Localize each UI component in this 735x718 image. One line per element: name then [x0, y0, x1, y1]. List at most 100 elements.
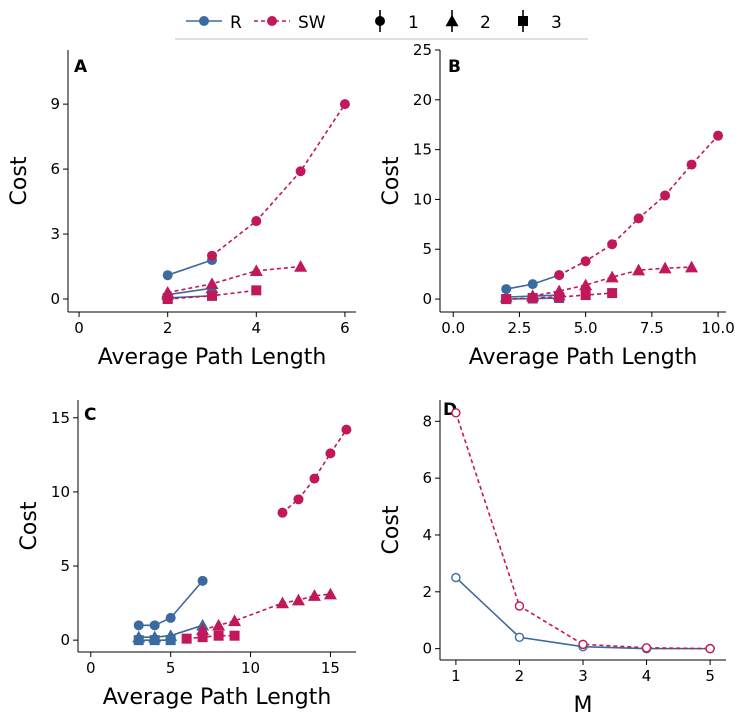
series-line [506, 292, 613, 300]
data-point [162, 270, 173, 281]
panel-label: C [84, 405, 96, 425]
data-point [685, 260, 699, 273]
y-axis-title: Cost [379, 156, 404, 205]
y-tick-label: 0 [422, 640, 432, 658]
series-r-square [133, 635, 176, 646]
y-axis-title: Cost [379, 505, 404, 554]
data-point [307, 589, 321, 601]
data-point [660, 190, 671, 201]
legend-marker [199, 16, 209, 26]
y-tick-label: 3 [50, 225, 60, 243]
data-point [295, 166, 306, 177]
x-tick-label: 5 [166, 659, 176, 677]
data-point [249, 264, 263, 277]
data-point [277, 507, 288, 518]
data-point [607, 288, 618, 299]
series-line [167, 259, 213, 276]
y-tick-label: 6 [422, 469, 432, 487]
panel-label: B [448, 57, 461, 77]
legend: R SW 1 2 3 [175, 10, 588, 40]
series-line [211, 103, 346, 257]
data-point [527, 293, 538, 304]
legend-item-3: 3 [518, 10, 562, 33]
data-point [205, 277, 219, 290]
series-line [281, 429, 348, 514]
data-point [554, 270, 565, 281]
legend-item-r: R [186, 13, 242, 33]
x-tick-label: 5 [705, 667, 715, 685]
legend-label: SW [298, 13, 326, 33]
data-point [632, 263, 646, 276]
series-sw-triangle [196, 587, 337, 635]
series-sw-circle [207, 99, 350, 261]
series-line [138, 580, 204, 627]
panel-a: 0 2 4 6 0 3 6 9 Average Path Length Cost A [7, 50, 356, 370]
data-point [580, 256, 591, 267]
x-axis-title: M [574, 693, 593, 718]
data-point [196, 623, 210, 635]
data-point [162, 294, 173, 305]
legend-marker [375, 16, 385, 26]
series-line [455, 412, 711, 650]
y-tick-label: 5 [60, 557, 70, 575]
legend-item-sw: SW [254, 13, 326, 33]
data-point [514, 632, 525, 642]
y-tick-label: 6 [50, 160, 60, 178]
series-sw-circle [277, 424, 352, 518]
data-point [578, 639, 588, 650]
data-point [251, 216, 262, 227]
data-point [527, 279, 538, 290]
series-sw-circle [554, 130, 724, 281]
data-point [133, 620, 144, 631]
data-point [133, 635, 144, 646]
x-tick-label: 4 [642, 667, 652, 685]
x-tick-label: 0.0 [441, 319, 465, 337]
x-tick-label: 4 [252, 319, 262, 337]
x-axis-title: Average Path Length [469, 345, 698, 370]
data-point [686, 159, 697, 170]
legend-label: 2 [480, 13, 491, 33]
series-sw-square [181, 630, 240, 644]
x-tick-label: 5.0 [574, 319, 598, 337]
y-tick-label: 5 [422, 240, 432, 258]
y-tick-label: 2 [422, 583, 432, 601]
data-point [197, 575, 208, 586]
data-point [149, 635, 160, 646]
x-tick-label: 2 [515, 667, 525, 685]
data-point [149, 620, 160, 631]
legend-marker [267, 16, 277, 26]
data-point [339, 99, 350, 110]
x-tick-label: 7.5 [640, 319, 664, 337]
x-tick-label: 2.5 [508, 319, 532, 337]
series-r-circle [133, 575, 208, 631]
y-tick-label: 10 [413, 190, 432, 208]
x-axis-title: Average Path Length [98, 345, 327, 370]
x-tick-label: 3 [578, 667, 588, 685]
y-tick-label: 0 [50, 290, 60, 308]
y-tick-label: 15 [51, 409, 70, 427]
legend-label: R [230, 13, 242, 33]
x-tick-label: 2 [163, 319, 173, 337]
x-tick-label: 1 [451, 667, 461, 685]
y-axis-title: Cost [7, 156, 32, 205]
panel-label: A [74, 57, 88, 77]
data-point [501, 294, 512, 305]
data-point [579, 278, 593, 291]
y-tick-label: 9 [50, 95, 60, 113]
data-point [293, 494, 304, 505]
data-point [165, 635, 176, 646]
y-tick-label: 20 [413, 91, 432, 109]
data-point [165, 612, 176, 623]
data-point [501, 284, 512, 295]
data-point [212, 618, 226, 631]
data-point [514, 601, 525, 611]
y-tick-label: 25 [413, 41, 432, 59]
x-tick-label: 10 [241, 659, 260, 677]
data-point [291, 593, 305, 606]
data-point [197, 632, 208, 643]
y-tick-label: 10 [51, 483, 70, 501]
y-axis-title: Cost [17, 501, 42, 550]
data-point [605, 270, 619, 283]
